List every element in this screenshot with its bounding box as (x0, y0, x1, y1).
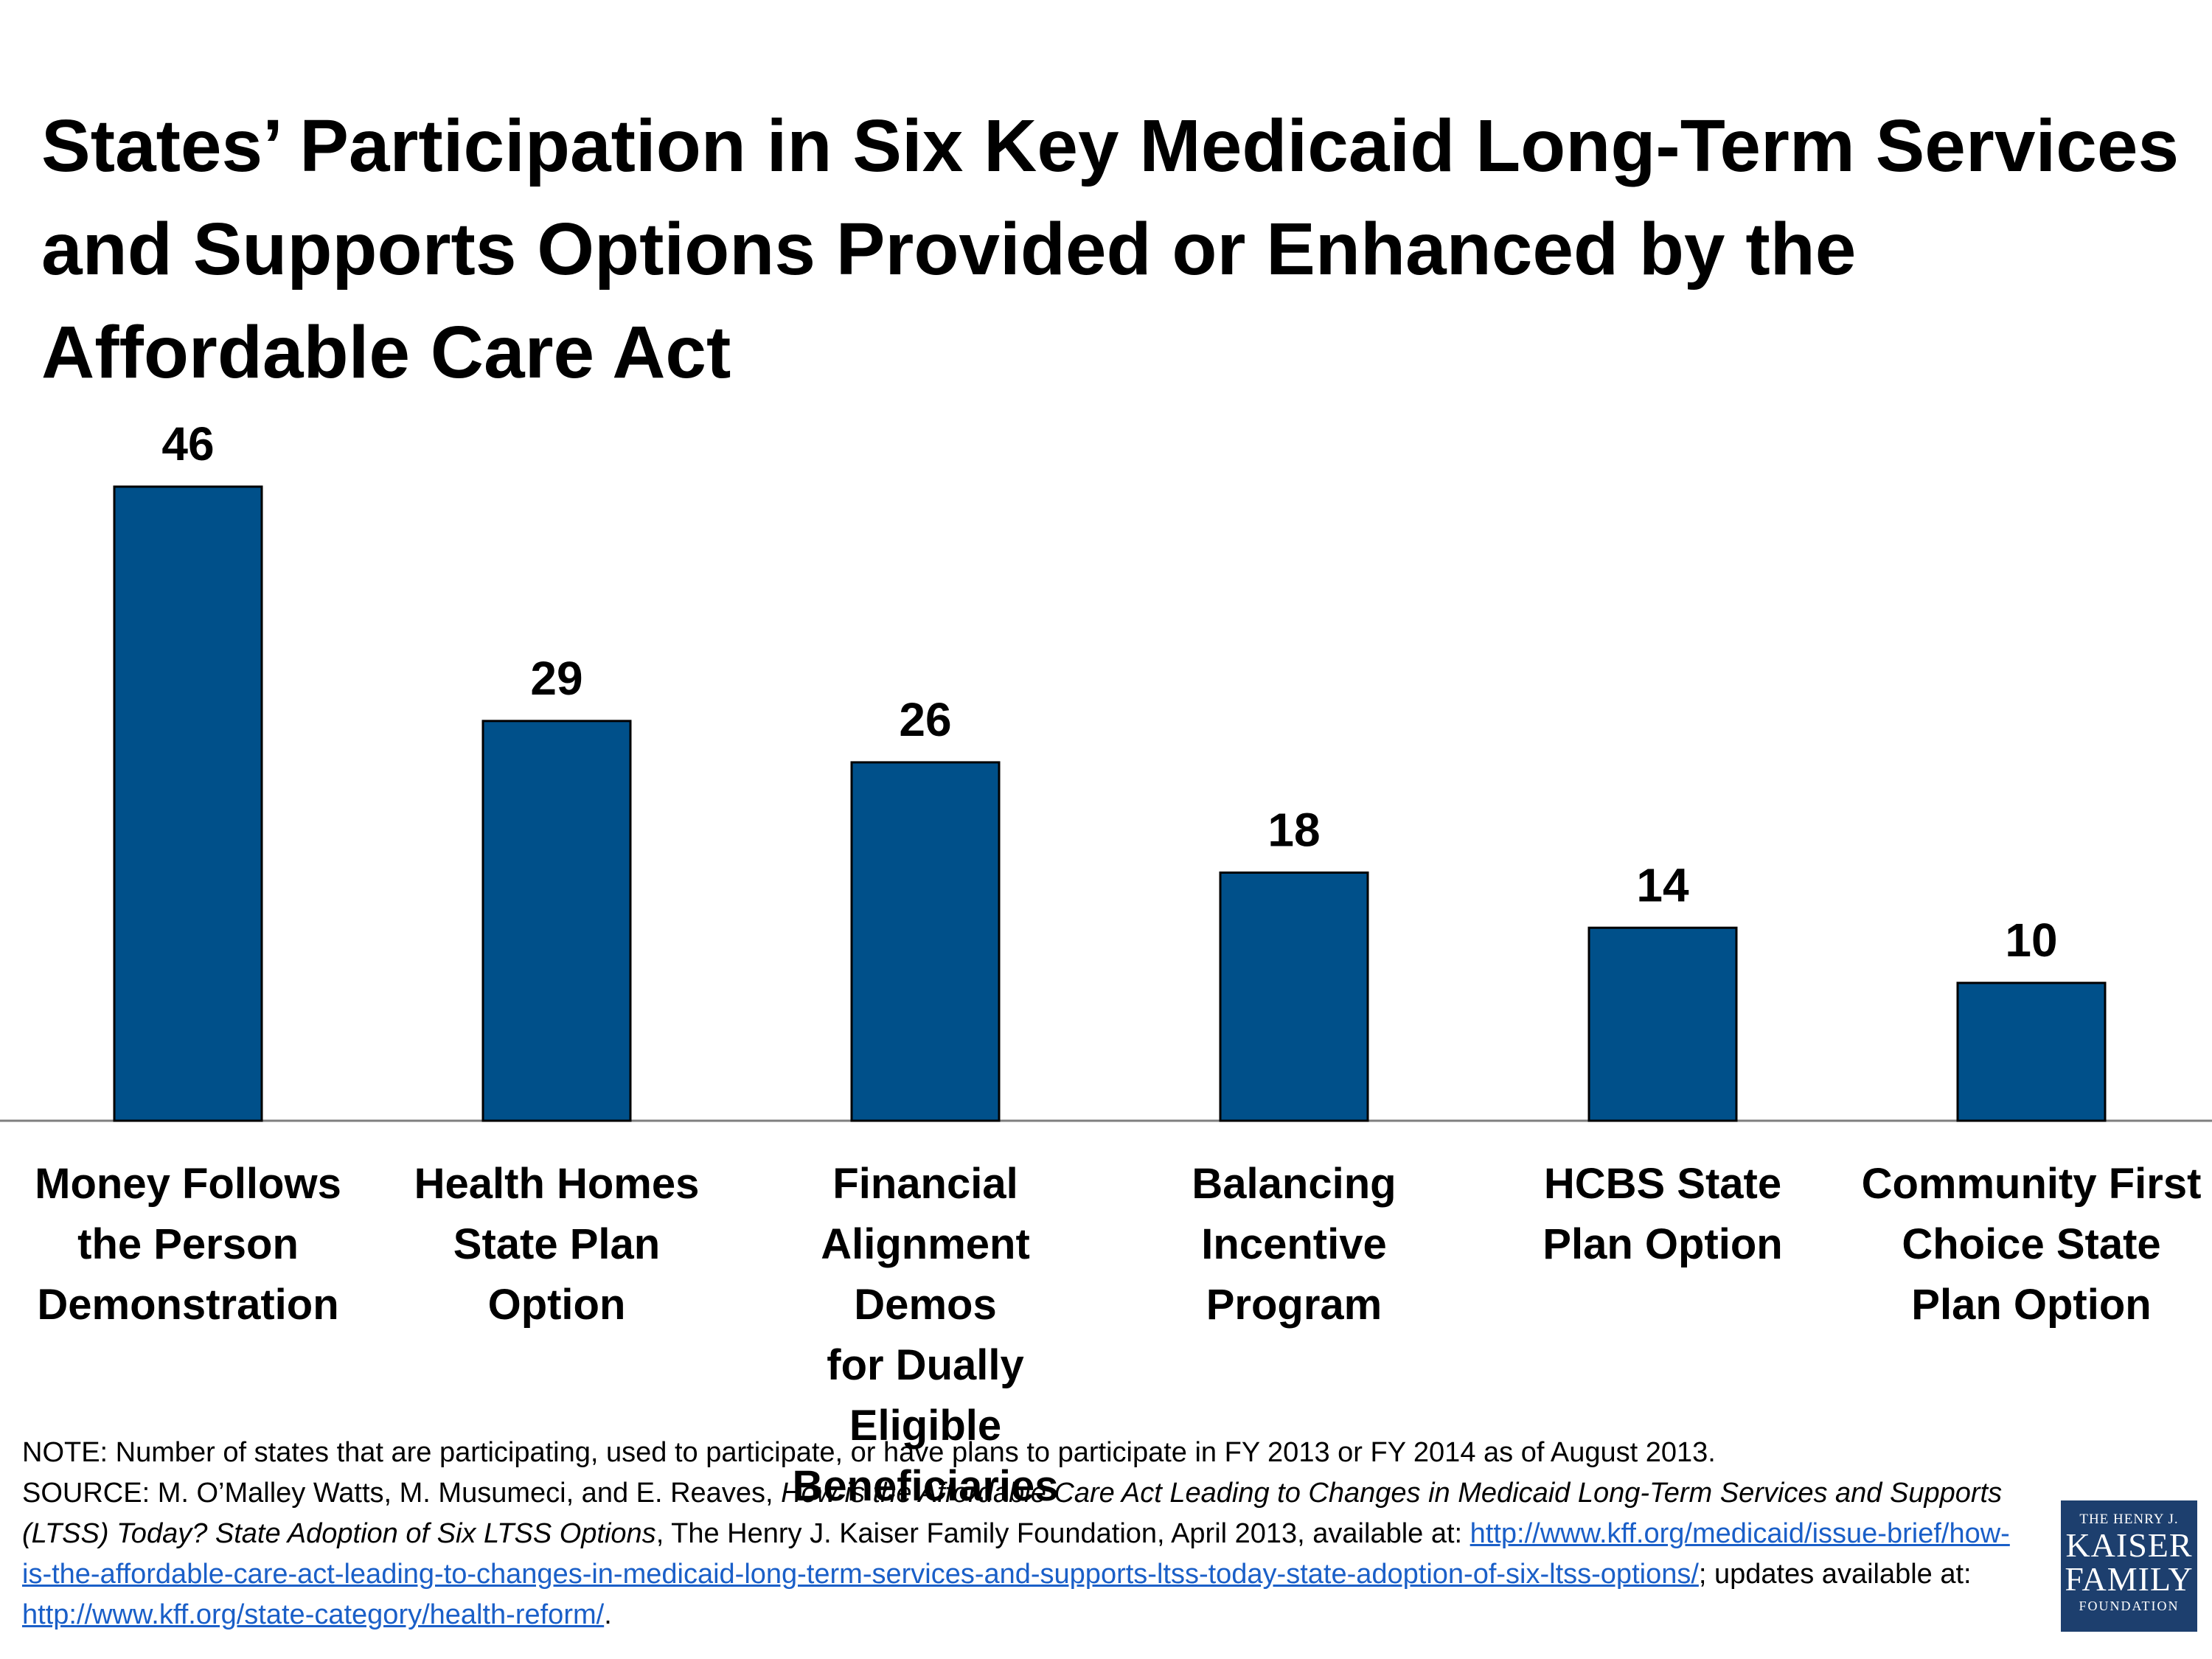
kff-logo: THE HENRY J. KAISER FAMILY FOUNDATION (2061, 1500, 2197, 1632)
category-label-line: Balancing (1192, 1160, 1397, 1208)
category-label-line: Alignment Demos (821, 1220, 1030, 1329)
logo-line-3: FAMILY (2065, 1560, 2194, 1598)
category-label-line: HCBS State (1543, 1160, 1782, 1208)
category-label: Health Homes State Plan Option (380, 1154, 734, 1335)
source-title: How is the Affordable Care Act Leading t… (22, 1478, 2003, 1549)
bar (1219, 871, 1369, 1122)
source-suffix: , The Henry J. Kaiser Family Foundation,… (655, 1518, 1470, 1549)
bar (481, 720, 632, 1122)
data-label: 18 (1267, 803, 1320, 856)
source-prefix: SOURCE: M. O’Malley Watts, M. Musumeci, … (22, 1478, 782, 1509)
category-label-line: Incentive (1201, 1220, 1387, 1268)
source-text: SOURCE: M. O’Malley Watts, M. Musumeci, … (22, 1473, 2028, 1635)
category-label-line: Program (1206, 1281, 1382, 1329)
category-label-line: Community First (1861, 1160, 2202, 1208)
category-label-line: Option (487, 1281, 626, 1329)
category-label-line: Demonstration (37, 1281, 339, 1329)
category-label-line: Beneficiaries (792, 1462, 1059, 1510)
note-text: NOTE: Number of states that are particip… (22, 1437, 1716, 1468)
end-period: . (604, 1599, 612, 1630)
category-label-line: State Plan (453, 1220, 661, 1268)
category-label-line: Plan Option (1911, 1281, 2152, 1329)
category-label: Balancing Incentive Program (1117, 1154, 1471, 1335)
logo-line-4: FOUNDATION (2079, 1599, 2180, 1613)
category-label: Financial Alignment Demos for Dually Eligi… (748, 1154, 1102, 1517)
bar (1956, 981, 2107, 1122)
category-label-line: Money Follows (35, 1160, 341, 1208)
category-label: Money Follows the Person Demonstration (11, 1154, 365, 1335)
data-label: 14 (1636, 858, 1689, 911)
bar (1587, 926, 1738, 1122)
category-label-line: the Person (77, 1220, 299, 1268)
category-label-line: Financial (832, 1160, 1018, 1208)
category-label-line: Plan Option (1543, 1220, 1783, 1268)
source-link[interactable]: http://www.kff.org/medicaid/issue-brief/… (22, 1518, 2010, 1590)
updates-link[interactable]: http://www.kff.org/state-category/health… (22, 1599, 605, 1630)
category-label-line: Choice State (1902, 1220, 2161, 1268)
data-label: 29 (530, 652, 582, 705)
bar (113, 485, 263, 1122)
category-label: Community First Choice State Plan Option (1854, 1154, 2208, 1335)
data-label: 26 (899, 693, 951, 746)
data-label: 10 (2005, 914, 2057, 967)
bar (850, 761, 1001, 1122)
chart-title: States’ Participation in Six Key Medicai… (41, 105, 2180, 394)
category-label-line: for Dually Eligible (827, 1341, 1024, 1450)
category-label-line: Health Homes (414, 1160, 700, 1208)
data-label: 46 (161, 417, 214, 470)
category-label: HCBS State Plan Option (1486, 1154, 1840, 1275)
logo-line-2: KAISER (2065, 1526, 2193, 1564)
logo-line-1: THE HENRY J. (2079, 1512, 2179, 1527)
updates-text: ; updates available at: (1698, 1559, 1972, 1590)
